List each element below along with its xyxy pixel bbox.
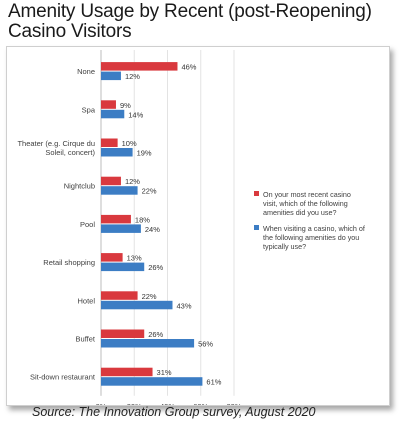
category-label: Sit-down restaurant [30, 373, 96, 382]
bar-series-1 [101, 100, 116, 109]
source-note: Source: The Innovation Group survey, Aug… [32, 405, 316, 419]
category-label: Pool [80, 220, 95, 229]
bar-series-1 [101, 291, 138, 300]
category-label: Nightclub [64, 182, 95, 191]
bar-series-2 [101, 339, 195, 348]
data-label: 12% [125, 72, 140, 81]
legend-label: When visiting a casino, which of [263, 224, 365, 233]
x-tick-label: 80% [226, 402, 241, 405]
bar-series-1 [101, 214, 131, 224]
bar-series-2 [101, 148, 133, 157]
bar-series-2 [101, 224, 141, 233]
data-label: 18% [135, 215, 150, 224]
legend-label: typically use? [263, 242, 306, 251]
x-tick-label: 60% [193, 402, 208, 405]
legend-swatch-2 [254, 225, 259, 230]
chart-card: 0% 20% 40% 60% 80% None 46% 12% Spa 9%14% Theater … [6, 46, 390, 406]
category-label: Retail shopping [43, 258, 95, 267]
legend-label: visit, which of the following [263, 199, 348, 208]
category-label: Buffet [76, 335, 96, 344]
data-label: 12% [125, 177, 140, 186]
bar-series-2 [101, 377, 203, 386]
data-label: 13% [127, 254, 142, 263]
bar-series-2 [101, 71, 121, 81]
bar-series-1 [101, 138, 118, 147]
bar-series-2 [101, 186, 138, 195]
bar-series-1 [101, 367, 153, 377]
data-label: 46% [181, 63, 196, 72]
category-label: Theater (e.g. Cirque du [17, 139, 95, 148]
x-tick-label: 20% [127, 402, 142, 405]
data-label: 24% [145, 225, 160, 234]
legend-label: amenities did you use? [263, 208, 337, 217]
category-label: Spa [82, 105, 96, 114]
data-label: 56% [198, 340, 213, 349]
bar-series-2 [101, 109, 125, 119]
data-label: 22% [142, 292, 157, 301]
data-label: 26% [148, 330, 163, 339]
x-tick-label: 40% [160, 402, 175, 405]
data-label: 61% [206, 378, 221, 387]
bar-chart: 0% 20% 40% 60% 80% None 46% 12% Spa 9%14% Theater … [17, 50, 365, 405]
x-tick-label: 0% [96, 402, 107, 405]
bar-series-1 [101, 176, 121, 186]
legend-label: On your most recent casino [263, 190, 351, 199]
legend-swatch-1 [254, 191, 259, 196]
data-label: 10% [122, 139, 137, 148]
category-label: Soleil, concert) [45, 148, 95, 157]
legend-label: the following amenities do you [263, 233, 359, 242]
data-label: 14% [128, 110, 143, 119]
page-title: Amenity Usage by Recent (post-Reopening)… [8, 1, 372, 42]
data-label: 31% [157, 368, 172, 377]
bar-series-1 [101, 329, 145, 338]
category-label: None [77, 67, 95, 76]
data-label: 9% [120, 101, 131, 110]
data-label: 43% [176, 301, 191, 310]
bar-series-1 [101, 62, 178, 71]
data-label: 26% [148, 263, 163, 272]
bar-series-2 [101, 262, 145, 272]
category-label: Hotel [77, 296, 95, 305]
data-label: 19% [137, 149, 152, 158]
bar-series-2 [101, 300, 173, 310]
data-label: 22% [142, 187, 157, 196]
bar-series-1 [101, 253, 123, 262]
